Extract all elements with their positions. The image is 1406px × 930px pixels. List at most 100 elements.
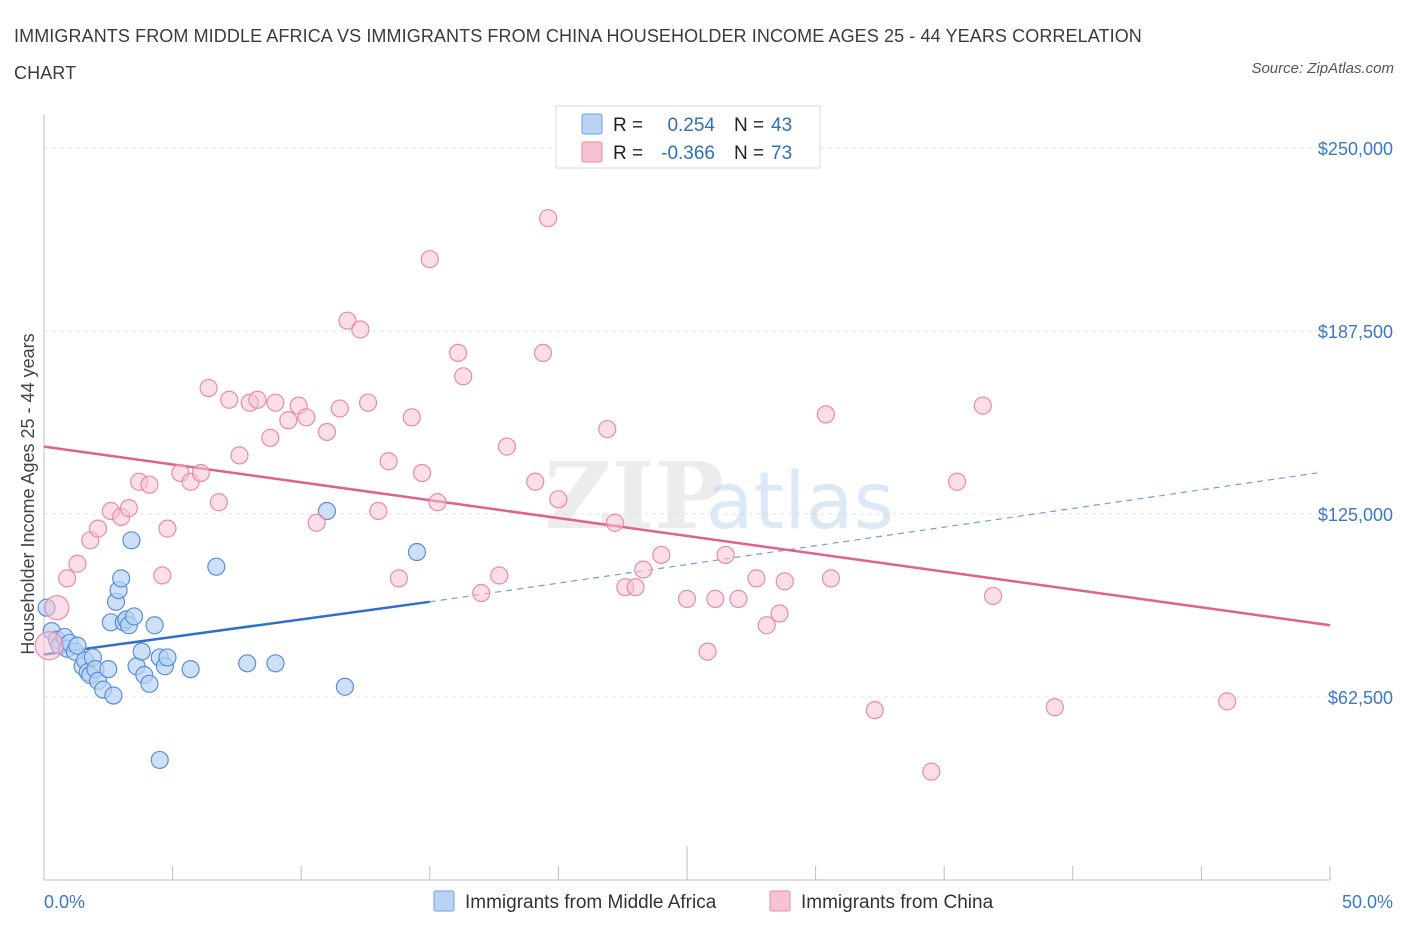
- legend-box: R = 0.254 N = 43 R = -0.366 N = 73: [555, 105, 821, 169]
- point-china: [279, 411, 298, 430]
- series-china: [34, 209, 1237, 781]
- point-china: [983, 586, 1003, 606]
- legend-n-value-2: 73: [771, 143, 792, 164]
- point-middle-africa: [124, 607, 144, 626]
- point-china: [58, 569, 77, 588]
- point-china: [634, 560, 653, 579]
- point-china: [448, 343, 468, 363]
- bottom-legend-swatch-pink: [769, 890, 791, 912]
- point-china: [351, 320, 370, 339]
- point-china: [389, 569, 409, 588]
- x-tick-max: 50.0%: [1342, 892, 1393, 912]
- bottom-legend: Immigrants from Middle Africa Immigrants…: [433, 890, 994, 913]
- point-china: [775, 572, 794, 591]
- point-china: [549, 490, 568, 509]
- point-china: [307, 513, 326, 532]
- point-china: [816, 405, 835, 424]
- point-china: [922, 762, 941, 781]
- point-china: [652, 545, 671, 565]
- point-middle-africa: [181, 660, 200, 679]
- point-china: [248, 390, 267, 409]
- axes: [43, 114, 1331, 881]
- point-china: [747, 569, 766, 588]
- point-middle-africa: [132, 642, 151, 661]
- trend-line-middle-africa: [43, 600, 430, 656]
- legend-r-value-1: 0.254: [667, 115, 715, 136]
- legend-swatch-pink: [581, 141, 603, 163]
- point-middle-africa: [335, 677, 355, 696]
- y-tick-label: $62,500: [1328, 688, 1393, 708]
- point-china: [1218, 692, 1237, 711]
- point-china: [358, 393, 378, 412]
- point-china: [330, 399, 349, 418]
- point-middle-africa: [140, 674, 159, 693]
- point-china: [490, 566, 509, 585]
- point-china: [209, 493, 228, 512]
- y-axis-label: Householder Income Ages 25 - 44 years: [18, 333, 38, 654]
- source-label: Source: ZipAtlas.com: [1251, 60, 1394, 77]
- point-china: [677, 589, 697, 608]
- point-china: [947, 472, 967, 491]
- grid-lines: [44, 147, 1392, 698]
- watermark-atlas: atlas: [706, 457, 895, 547]
- point-china: [716, 545, 735, 565]
- point-china: [757, 616, 776, 635]
- point-china: [865, 701, 884, 720]
- watermark-zip: ZIP: [544, 442, 723, 550]
- point-china: [199, 378, 218, 398]
- legend-n-label-2: N =: [734, 143, 764, 164]
- point-middle-africa: [68, 636, 87, 655]
- legend-r-label-1: R =: [613, 115, 643, 136]
- point-middle-africa: [145, 616, 164, 635]
- point-middle-africa: [122, 531, 141, 550]
- point-china: [379, 452, 398, 471]
- point-china: [119, 499, 138, 518]
- bottom-legend-swatch-blue: [433, 890, 455, 912]
- series-middle-africa: [37, 501, 427, 770]
- point-china: [220, 390, 239, 409]
- point-china: [140, 475, 159, 494]
- point-china: [454, 367, 473, 386]
- y-tick-label: $125,000: [1318, 505, 1393, 525]
- bottom-legend-label-pink: Immigrants from China: [801, 892, 994, 913]
- point-china: [44, 595, 70, 621]
- point-china: [266, 393, 285, 412]
- point-china: [598, 419, 617, 439]
- point-china: [472, 583, 491, 603]
- point-china: [770, 604, 789, 623]
- point-china: [626, 578, 645, 597]
- point-middle-africa: [104, 686, 123, 705]
- y-tick-label: $187,500: [1318, 322, 1393, 342]
- y-tick-label: $250,000: [1318, 139, 1393, 159]
- point-china: [369, 501, 388, 521]
- point-china: [605, 513, 625, 532]
- point-china: [68, 554, 87, 573]
- trend-line-china: [43, 445, 1331, 627]
- point-china: [1045, 698, 1064, 717]
- point-china: [706, 589, 725, 608]
- point-china: [973, 396, 992, 415]
- bottom-legend-label-blue: Immigrants from Middle Africa: [465, 892, 717, 913]
- point-china: [539, 209, 558, 228]
- point-china: [191, 463, 210, 483]
- point-china: [533, 343, 553, 363]
- point-china: [297, 408, 316, 427]
- point-middle-africa: [112, 569, 131, 588]
- point-china: [261, 428, 280, 447]
- point-middle-africa: [207, 557, 226, 576]
- trend-lines: [43, 445, 1331, 656]
- point-china: [317, 422, 337, 442]
- legend-n-label-1: N =: [734, 115, 764, 136]
- point-middle-africa: [158, 648, 177, 667]
- point-middle-africa: [150, 750, 169, 770]
- point-china: [428, 493, 447, 512]
- point-middle-africa: [317, 501, 337, 521]
- point-china: [153, 566, 172, 585]
- legend-n-value-1: 43: [771, 115, 792, 136]
- point-middle-africa: [99, 660, 118, 679]
- legend-r-value-2: -0.366: [661, 143, 715, 164]
- point-china: [420, 250, 439, 269]
- y-tick-labels: $62,500 $125,000 $187,500 $250,000: [1318, 139, 1393, 708]
- point-china: [158, 519, 177, 538]
- chart-title: IMMIGRANTS FROM MIDDLE AFRICA VS IMMIGRA…: [14, 26, 1142, 83]
